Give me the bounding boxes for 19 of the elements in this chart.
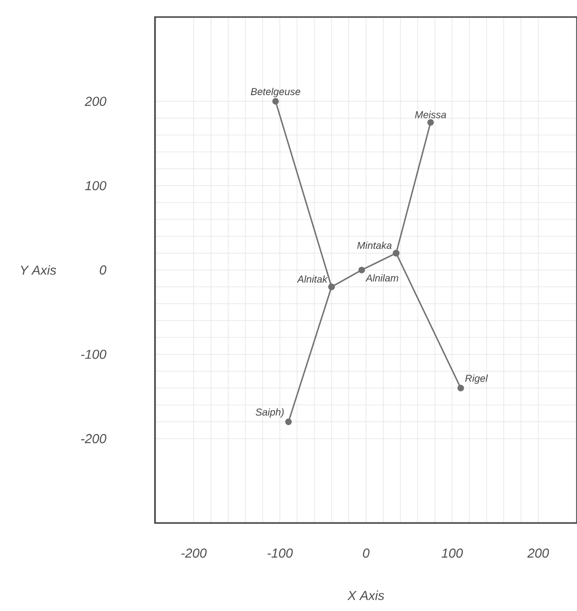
annotation: Alnilam <box>365 274 398 282</box>
annotation: Alnitak <box>296 275 328 283</box>
x-tick-label: 200 <box>527 548 549 558</box>
annotation: Rigel <box>465 374 488 384</box>
x-tick-label: 0 <box>362 548 370 558</box>
y-tick-label: -100 <box>81 350 106 359</box>
y-tick-label: 0 <box>100 265 106 275</box>
y-tick-label: -200 <box>81 434 106 444</box>
x-tick-label: -100 <box>268 548 293 558</box>
x-axis-title: X Axis <box>347 590 384 600</box>
y-axis-title: Y Axis <box>20 265 56 275</box>
annotation: Saiph) <box>256 408 284 418</box>
annotation: Betelgeuse <box>250 88 300 98</box>
annotation: Mintaka <box>357 242 392 249</box>
x-tick-label: 100 <box>442 548 463 558</box>
annotation: Meissa <box>415 110 446 118</box>
y-tick-label: 100 <box>85 181 106 190</box>
y-tick-label: 200 <box>84 96 106 106</box>
x-tick-label: -200 <box>181 548 207 558</box>
